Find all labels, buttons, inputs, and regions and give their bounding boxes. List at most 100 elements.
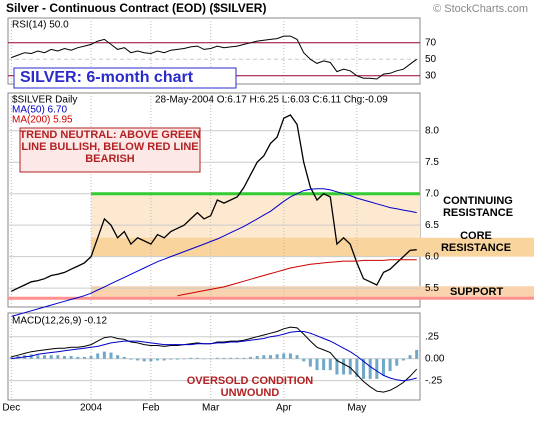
- histogram-bar: [415, 349, 419, 359]
- series-line: [11, 35, 417, 80]
- x-tick-label: Mar: [202, 403, 220, 414]
- histogram-bar: [381, 358, 385, 376]
- x-tick-label: Dec: [2, 403, 20, 414]
- ma50-legend: MA(50) 6.70: [12, 105, 67, 116]
- histogram-bar: [82, 356, 86, 359]
- ma200-legend: MA(200) 5.95: [12, 115, 73, 126]
- histogram-bar: [348, 358, 352, 375]
- histogram-bar: [69, 356, 73, 359]
- trend-annotation: TREND NEUTRAL: ABOVE GREEN: [19, 129, 200, 141]
- histogram-bar: [76, 356, 80, 359]
- price-label: $SILVER Daily: [12, 95, 77, 106]
- histogram-bar: [235, 357, 239, 359]
- histogram-bar: [255, 356, 259, 359]
- histogram-bar: [355, 358, 359, 378]
- macd-annotation: OVERSOLD CONDITION: [187, 375, 314, 387]
- histogram-bar: [149, 358, 153, 362]
- y-tick-label: 30: [425, 70, 437, 81]
- y-tick-label: 50: [425, 54, 437, 65]
- histogram-bar: [215, 357, 219, 359]
- histogram-bar: [56, 355, 60, 359]
- trend-annotation: LINE BULLISH, BELOW RED LINE: [21, 141, 198, 153]
- support-label: SUPPORT: [450, 286, 503, 298]
- y-tick-label: .25: [425, 331, 439, 342]
- panel: 5.5 6.0 6.5 7.0 7.5 8.0: [8, 93, 534, 307]
- histogram-bar: [182, 358, 186, 360]
- y-tick-label: 70: [425, 37, 437, 48]
- histogram-bar: [328, 358, 332, 371]
- histogram-bar: [368, 358, 372, 379]
- histogram-bar: [49, 355, 53, 359]
- histogram-bar: [189, 357, 193, 359]
- histogram-bar: [162, 358, 166, 361]
- core-label: CORE: [460, 230, 492, 242]
- histogram-bar: [375, 358, 379, 379]
- histogram-bar: [275, 354, 279, 359]
- histogram-bar: [342, 358, 346, 375]
- series-line: [11, 188, 417, 317]
- histogram-bar: [136, 358, 140, 361]
- macd-frame: [7, 312, 421, 401]
- y-tick-label: 6.5: [425, 220, 439, 231]
- series-line: [11, 331, 417, 382]
- histogram-bar: [109, 352, 113, 359]
- histogram-bar: [308, 358, 312, 367]
- y-tick-label: 0.00: [425, 353, 445, 364]
- histogram-bar: [209, 358, 213, 360]
- histogram-bar: [242, 357, 246, 359]
- rsi-label: RSI(14) 50.0: [12, 20, 69, 31]
- y-tick-label: 5.5: [425, 283, 439, 294]
- histogram-bar: [322, 358, 326, 371]
- histogram-bar: [122, 356, 126, 359]
- y-tick-label: 7.0: [425, 188, 439, 199]
- band: [91, 237, 534, 257]
- histogram-bar: [401, 358, 405, 361]
- histogram-bar: [102, 351, 106, 359]
- histogram-bar: [62, 356, 66, 359]
- annotation-box: [19, 127, 201, 173]
- histogram-bar: [96, 353, 100, 359]
- histogram-bar: [395, 358, 399, 366]
- histogram-bar: [229, 357, 233, 359]
- core-label: RESISTANCE: [441, 242, 511, 254]
- x-tick-label: Feb: [142, 403, 160, 414]
- x-tick-label: 2004: [80, 403, 103, 414]
- histogram-bar: [302, 358, 306, 362]
- histogram-bar: [156, 358, 160, 361]
- chart-label: SILVER: 6-month chart: [20, 69, 194, 86]
- trend-annotation: BEARISH: [85, 153, 135, 165]
- ohlc-text: 28-May-2004 O:6.17 H:6.25 L:6.03 C:6.11 …: [155, 95, 388, 106]
- histogram-bar: [129, 358, 133, 360]
- x-tick-label: Apr: [276, 403, 292, 414]
- histogram-bar: [89, 356, 93, 359]
- series-line: [11, 114, 417, 292]
- histogram-bar: [195, 357, 199, 359]
- histogram-bar: [268, 355, 272, 359]
- histogram-bar: [315, 358, 319, 371]
- histogram-bar: [288, 353, 292, 359]
- histogram-bar: [175, 358, 179, 360]
- histogram-bar: [249, 356, 253, 359]
- histogram-bar: [43, 355, 47, 359]
- chart-label-box: [13, 67, 237, 89]
- histogram-bar: [335, 358, 339, 375]
- macd-label: MACD(12,26,9) -0.12: [12, 316, 107, 327]
- resistance-label: CONTINUING: [443, 195, 513, 207]
- resistance-label: RESISTANCE: [443, 207, 513, 219]
- histogram-bar: [362, 358, 366, 379]
- series-line: [177, 259, 417, 297]
- histogram-bar: [408, 355, 412, 359]
- histogram-bar: [9, 356, 13, 359]
- x-tick-label: May: [347, 403, 366, 414]
- histogram-bar: [116, 355, 120, 359]
- y-tick-label: -.25: [425, 375, 443, 386]
- histogram-bar: [222, 357, 226, 359]
- chart-title: Silver - Continuous Contract (EOD) ($SIL…: [6, 1, 266, 15]
- histogram-bar: [282, 353, 286, 359]
- histogram-bar: [142, 358, 146, 362]
- macd-annotation: UNWOUND: [221, 387, 280, 399]
- y-tick-label: 7.5: [425, 157, 439, 168]
- histogram-bar: [36, 355, 40, 359]
